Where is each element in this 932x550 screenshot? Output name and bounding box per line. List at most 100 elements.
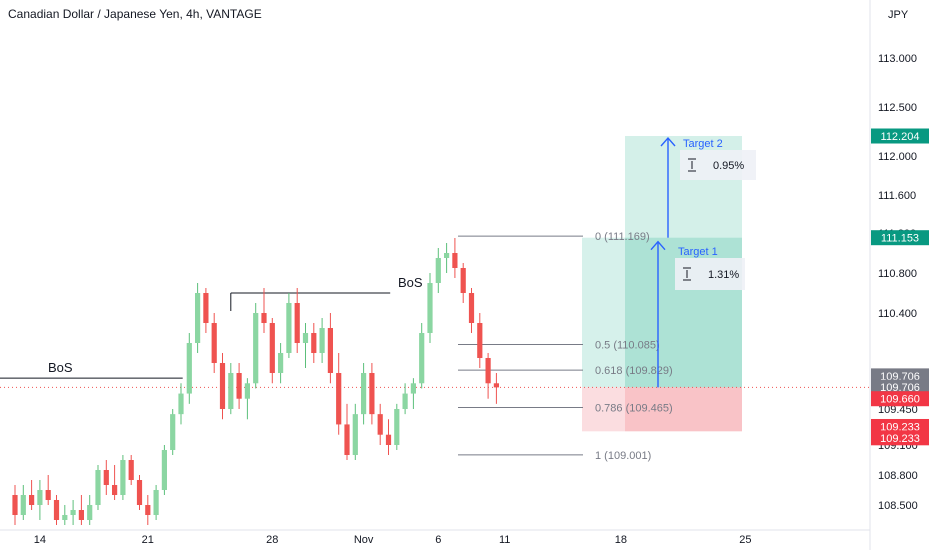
- price-badge-label: 112.204: [881, 131, 920, 143]
- price-badge-label: 109.233: [880, 433, 920, 445]
- candle-body: [352, 414, 358, 455]
- time-tick-label: 21: [142, 534, 154, 546]
- target-1-arrow-head: [650, 240, 666, 251]
- candle-body: [460, 268, 466, 293]
- candle-body: [485, 358, 491, 384]
- price-badge: [871, 418, 929, 434]
- axis-lines: [0, 0, 871, 550]
- candle-body: [145, 505, 151, 515]
- time-axis: 14 21 28 Nov 6 11 18 25: [34, 534, 752, 546]
- candle-body: [278, 353, 284, 373]
- candle-body: [112, 485, 118, 495]
- candle-body: [261, 313, 267, 323]
- price-badge: [871, 230, 929, 246]
- bos-label: BoS: [48, 360, 73, 375]
- price-tick-label: 110.400: [878, 308, 917, 320]
- time-tick-label: 11: [499, 534, 510, 546]
- time-tick-label: 18: [615, 534, 627, 546]
- price-badge: [871, 368, 929, 384]
- bos-label: BoS: [398, 275, 423, 290]
- candle-body: [45, 490, 51, 500]
- stop-zone-2: [625, 387, 742, 432]
- candle-body: [219, 363, 226, 409]
- price-tick-label: 109.450: [878, 404, 918, 416]
- targets: Target 1 1.31% Target 2 0.95%: [650, 136, 756, 388]
- candle-body: [211, 323, 217, 363]
- candle-body: [419, 333, 425, 384]
- target-1-zone: [582, 237, 625, 388]
- candle-body: [427, 283, 433, 333]
- time-tick-label: Nov: [354, 534, 374, 546]
- candle-body: [286, 303, 292, 353]
- candle-body: [253, 313, 259, 384]
- candle-body: [402, 393, 408, 409]
- fib-level-label: 0.618 (109.829): [595, 365, 673, 377]
- candle-body: [29, 495, 35, 505]
- candle-body: [153, 490, 159, 515]
- candle-body: [435, 258, 441, 283]
- candle-body: [228, 373, 234, 409]
- candle-body: [269, 323, 275, 373]
- candle-body: [327, 328, 333, 373]
- candle-body: [302, 333, 309, 343]
- price-badge-label: 109.706: [880, 382, 920, 394]
- price-badge-label: 111.153: [881, 233, 919, 245]
- candle-body: [37, 490, 43, 505]
- candle-body: [311, 333, 317, 353]
- price-tick-label: 113.000: [878, 53, 917, 65]
- target-2-arrow-head: [660, 136, 676, 147]
- break-of-structure-lines: BoS BoS: [0, 275, 423, 379]
- candle-body: [344, 424, 350, 455]
- candle-body: [203, 293, 209, 323]
- price-badge: [871, 379, 929, 395]
- candle-body: [319, 328, 325, 353]
- candle-body: [136, 480, 143, 505]
- time-tick-label: 28: [266, 534, 278, 546]
- fib-level-label: 0.5 (110.085): [595, 340, 660, 352]
- price-tick-label: 112.500: [878, 102, 917, 114]
- candle-body: [493, 383, 499, 388]
- candle-body: [452, 253, 458, 268]
- candle-body: [244, 383, 250, 399]
- price-badge: [871, 391, 929, 407]
- price-badge: [871, 128, 929, 144]
- candle-body: [103, 470, 109, 485]
- price-tick-label: 111.600: [878, 190, 916, 202]
- candlesticks: [12, 238, 499, 525]
- candle-body: [120, 460, 126, 495]
- candle-body: [95, 470, 101, 505]
- candle-body: [78, 510, 84, 520]
- price-badge-label: 109.660: [880, 394, 920, 406]
- candle-body: [361, 373, 367, 415]
- candle-body: [444, 253, 450, 258]
- time-tick-label: 14: [34, 534, 46, 546]
- time-tick-label: 6: [435, 534, 441, 546]
- candle-body: [477, 323, 483, 358]
- candle-body: [178, 393, 184, 415]
- candle-body: [394, 409, 400, 445]
- fibonacci-retracement: 0 (111.169) 0.5 (110.085) 0.618 (109.829) 0…: [458, 231, 673, 462]
- candle-body: [377, 414, 383, 435]
- currency-label: JPY: [888, 9, 909, 21]
- price-tick-label: 108.800: [878, 470, 918, 482]
- candle-body: [70, 510, 76, 515]
- target-box: [680, 150, 756, 180]
- target-name: Target 2: [683, 138, 723, 150]
- candle-body: [336, 373, 342, 425]
- target-percent: 1.31%: [708, 269, 739, 281]
- target-name: Target 1: [678, 246, 718, 258]
- candle-body: [410, 383, 416, 394]
- fib-level-label: 0.786 (109.465): [595, 402, 673, 414]
- candle-body: [12, 495, 18, 515]
- candle-body: [468, 293, 475, 323]
- candle-body: [170, 414, 176, 450]
- fib-level-label: 0 (111.169): [595, 231, 650, 243]
- time-tick-label: 25: [739, 534, 751, 546]
- candle-body: [294, 303, 300, 343]
- candle-body: [385, 434, 392, 445]
- candle-body: [87, 505, 93, 520]
- price-tick-label: 108.500: [878, 500, 918, 512]
- candle-body: [186, 343, 192, 394]
- candle-body: [128, 460, 134, 480]
